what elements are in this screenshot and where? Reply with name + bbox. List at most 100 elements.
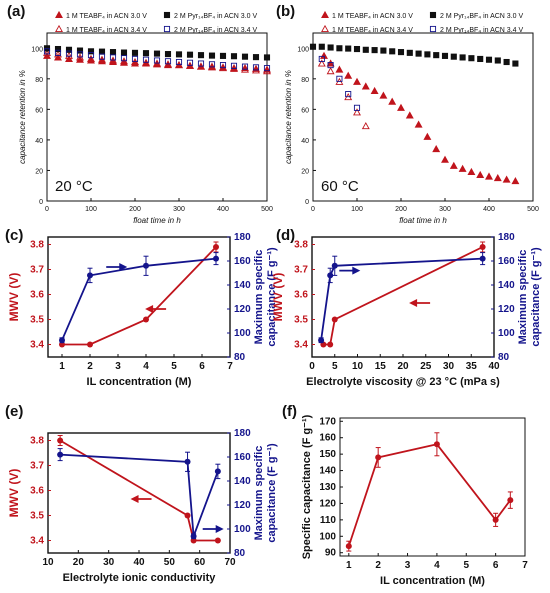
data-point [353,108,361,116]
y-tick-label: 80 [35,77,43,84]
y-right-tick-label: 120 [234,304,251,315]
data-point [476,170,485,179]
panel-label: (e) [5,403,23,420]
y-right-tick-label: 80 [234,352,246,363]
panel-b: (b) 0 100 200 300 400 500 0 20 40 60 80 100 float tim… [276,3,539,225]
temperature-label: 60 °C [321,178,359,195]
data-point [485,172,493,180]
data-point [331,316,338,323]
x-tick-label: 6 [493,560,499,571]
data-point [433,52,440,59]
arrow-right-head [352,266,361,275]
x-tick-label: 400 [217,206,229,213]
x-tick-label: 40 [488,361,500,372]
x-tick-label: 1 [59,361,65,372]
y-right-tick-label: 140 [498,280,515,291]
x-tick-label: 500 [527,206,539,213]
y-tick-label: 0 [305,199,309,206]
data-point [468,55,475,62]
x-axis-title: IL concentration (M) [87,376,192,388]
x-axis-title: float time in h [133,216,181,225]
y-tick-label: 3.8 [30,240,44,251]
data-point [175,58,183,66]
data-point [493,173,502,182]
y-tick-label: 60 [301,107,309,114]
x-tick-label: 2 [87,361,93,372]
data-point [252,54,260,61]
data-point [492,516,499,523]
data-point [361,122,370,130]
panel-c: (c) 1 2 3 4 5 6 7 3.4 3.5 3.6 3.7 3.8 80 100 120 140 160 1… [5,227,278,388]
data-point [449,161,458,169]
data-point [153,50,161,57]
y-tick-label: 3.4 [30,536,44,547]
data-point [43,48,51,55]
data-point [213,244,219,250]
data-point [424,51,431,58]
legend-label: 1 M TEABF₄ in ACN 3.0 V [66,13,147,20]
y-axis-title: Specific capacitance (F g⁻¹) [301,414,313,559]
data-point [131,49,139,56]
data-point [230,53,238,60]
x-tick-label: 10 [42,557,54,568]
y-tick-label: 130 [319,482,336,493]
legend-marker [163,25,171,33]
temperature-label: 20 °C [55,178,93,195]
x-tick-label: 6 [199,361,205,372]
data-point [190,533,197,540]
x-tick-label: 2 [375,560,381,571]
y-axis-title: capacitance retention in % [284,70,293,164]
data-point [318,43,325,50]
data-point [54,49,62,56]
data-point [65,50,73,57]
data-point [415,50,422,57]
data-point [433,441,440,448]
data-point [57,437,64,444]
y-tick-label: 3.4 [294,340,308,351]
data-point [76,55,84,63]
series [57,435,221,544]
data-point [164,58,172,65]
y-tick-label: 3.5 [30,315,44,326]
data-point [477,55,484,63]
y-tick-label: 100 [31,46,43,53]
x-tick-label: 3 [405,560,411,571]
data-point [326,59,335,67]
data-point [197,52,205,59]
y-right-tick-label: 80 [234,548,246,559]
data-point [208,52,216,59]
data-point [503,58,510,66]
x-tick-label: 200 [395,206,407,213]
data-point [186,51,194,58]
series-line [59,439,218,542]
data-point [327,272,334,279]
data-point [405,111,414,119]
x-tick-label: 15 [375,361,387,372]
y-tick-label: 120 [319,498,336,509]
y-right-axis-title: Maximum specific [253,446,265,541]
series [57,448,221,540]
series-line [60,453,219,537]
data-point [327,44,334,51]
plot-frame [312,32,534,202]
data-point [318,337,325,344]
data-point [335,65,344,73]
y-right-axis-title: Maximum specific [517,250,529,345]
data-point [326,67,335,75]
data-point [511,177,520,185]
data-point [214,468,221,475]
y-right-tick-label: 160 [234,256,251,267]
y-right-tick-label: 80 [498,352,510,363]
data-point [512,60,519,67]
data-point [441,155,449,163]
data-point [43,48,51,56]
data-point [494,57,501,64]
x-tick-label: 500 [261,206,273,213]
data-point [241,53,249,60]
y-right-tick-label: 120 [234,500,251,511]
series [318,55,361,111]
data-point [87,272,93,279]
legend-label: 2 M Pyr₁₄BF₄ in ACN 3.4 V [440,27,523,34]
x-tick-label: 7 [227,361,233,372]
